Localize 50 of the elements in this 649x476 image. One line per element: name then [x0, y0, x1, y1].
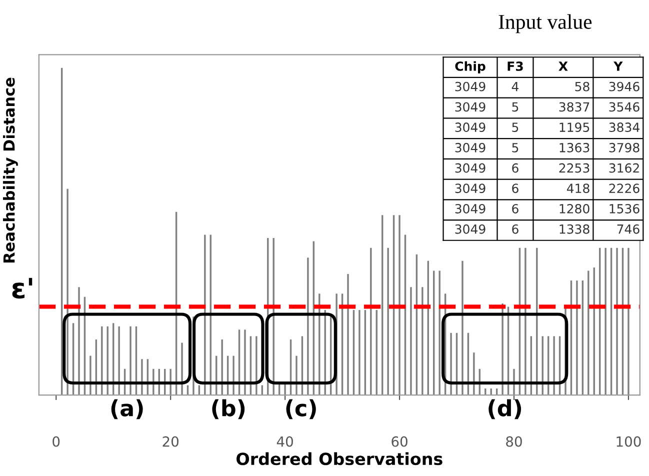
text: 5: [512, 122, 518, 132]
text: 5: [512, 102, 518, 112]
category-label: Y: [614, 62, 623, 71]
text: 1195: [560, 122, 590, 132]
text: 1363: [560, 142, 590, 152]
y-axis-title: Reachability Distance: [3, 78, 18, 262]
text: Input value: [498, 14, 592, 34]
text: 3798: [609, 142, 640, 152]
annotation: (b): [212, 399, 245, 420]
x-tick-label: 40: [276, 436, 293, 447]
text: 3049: [455, 163, 486, 173]
category-label: F3: [508, 61, 523, 71]
x-axis-title: Ordered Observations: [236, 452, 442, 466]
text: 1338: [560, 224, 590, 234]
annotation: (c): [286, 399, 316, 420]
category-label: Chip: [455, 61, 486, 74]
text: 746: [617, 224, 640, 234]
text: 3162: [609, 163, 639, 173]
text: 3546: [609, 102, 640, 112]
text: 3049: [455, 224, 486, 234]
x-tick-label: 20: [162, 436, 178, 447]
text: 3049: [455, 142, 486, 152]
text: 6: [512, 184, 518, 194]
text: 3946: [609, 82, 640, 92]
x-tick-label: 60: [392, 436, 408, 447]
x-tick-label: 100: [616, 436, 641, 447]
x-tick-label: 80: [506, 436, 522, 447]
ref-line-label: ε': [12, 278, 32, 299]
annotation: (a): [111, 399, 143, 420]
text: 3049: [455, 184, 486, 194]
text: 6: [512, 163, 518, 173]
text: 418: [566, 184, 590, 194]
x-tick-label: 0: [52, 436, 60, 447]
annotation: (d): [488, 399, 522, 420]
text: 3834: [609, 122, 640, 132]
text: 1280: [560, 204, 590, 214]
text: 3049: [455, 102, 486, 112]
category-label: X: [558, 62, 568, 71]
text: 3049: [455, 204, 486, 214]
text: 4: [512, 82, 519, 92]
text: 2253: [559, 163, 590, 173]
text: 5: [512, 143, 518, 152]
text: 3049: [455, 82, 486, 92]
text: 58: [575, 82, 590, 92]
text: 6: [512, 204, 518, 214]
text: 2226: [609, 184, 640, 194]
text: 6: [512, 224, 518, 234]
text: 1536: [610, 204, 640, 214]
text: 3049: [455, 122, 486, 132]
text: 3837: [559, 102, 590, 112]
